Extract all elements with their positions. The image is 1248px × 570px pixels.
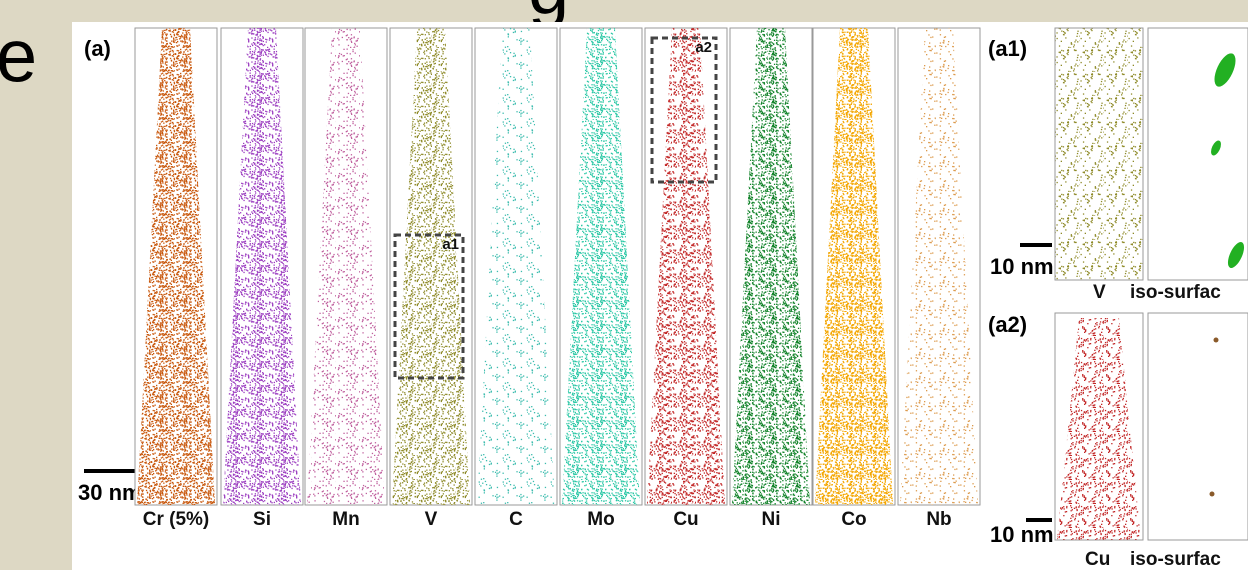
- column-label: Cr (5%): [143, 509, 210, 530]
- panel-frame: [1148, 313, 1248, 540]
- slide-side-fragment: e: [0, 15, 37, 98]
- panel-label: (a2): [988, 312, 1027, 337]
- scale-bar-label: 10 nm: [990, 522, 1054, 547]
- scale-bar-label: 10 nm: [990, 254, 1054, 279]
- slide: g e (a) 30 nm (a1) 10 nm V iso-surfac (a…: [0, 0, 1248, 570]
- panel-label: (a1): [988, 36, 1027, 61]
- column-label: Si: [253, 509, 271, 530]
- panel-frame: [1055, 28, 1143, 280]
- iso-surface: [1214, 338, 1219, 343]
- roi-label: a2: [695, 39, 712, 56]
- caption: Cu: [1085, 549, 1110, 570]
- panel-label: (a): [84, 36, 111, 61]
- caption: iso-surfac: [1130, 282, 1221, 303]
- page: {"slide":{"title_fragment":"g","side_fra…: [0, 0, 1248, 570]
- column-label: Nb: [926, 509, 951, 530]
- column-label: Mo: [587, 509, 614, 530]
- column-label: Ni: [762, 509, 781, 530]
- column-label: Co: [841, 509, 866, 530]
- iso-surface: [1210, 492, 1215, 497]
- scale-bar-label: 30 nm: [78, 480, 142, 505]
- column-label: C: [509, 509, 523, 530]
- caption: iso-surfac: [1130, 549, 1221, 570]
- column-label: Cu: [673, 509, 698, 530]
- caption: V: [1093, 282, 1106, 303]
- column-label: V: [425, 509, 438, 530]
- column-label: Mn: [332, 509, 359, 530]
- roi-label: a1: [442, 236, 459, 253]
